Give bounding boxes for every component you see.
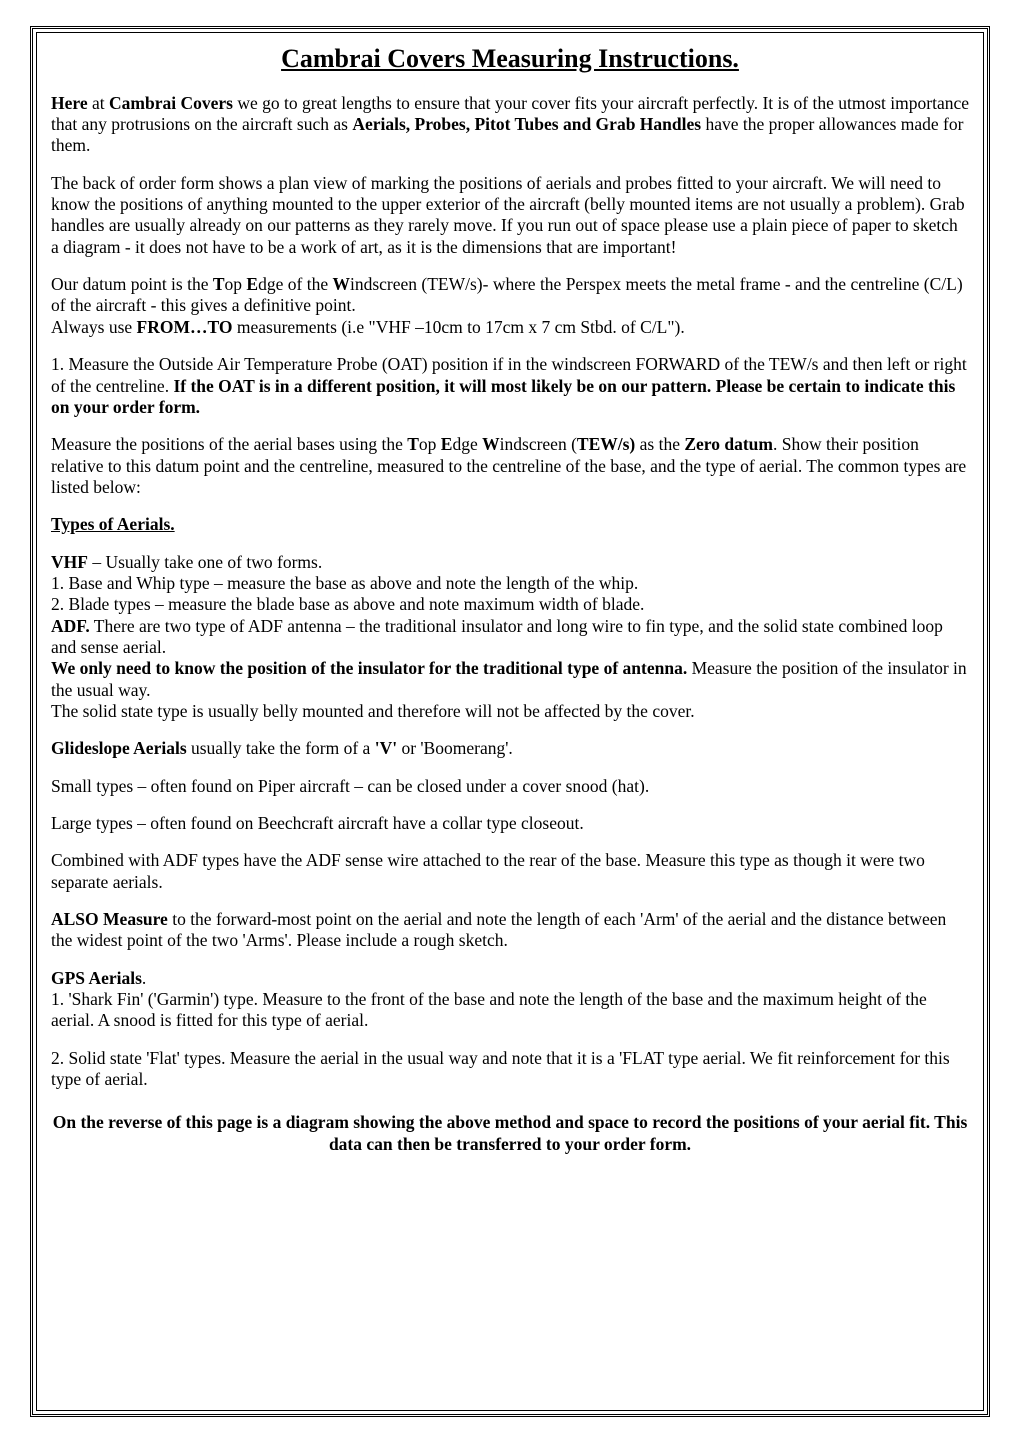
text: usually take the form of a [187,738,375,758]
text: indscreen ( [500,434,577,454]
paragraph: Measure the positions of the aerial base… [51,434,969,498]
text: op [225,274,247,294]
text: to the forward-most point on the aerial … [51,909,946,950]
text-bold: FROM…TO [137,317,233,337]
text-bold: Zero datum [684,434,773,454]
text-bold: W [332,274,350,294]
text-bold: If the OAT is in a different position, i… [51,376,955,417]
text: There are two type of ADF antenna – the … [51,616,943,657]
text-bold: E [441,434,453,454]
list-item: 2. Solid state 'Flat' types. Measure the… [51,1048,969,1091]
text: or 'Boomerang'. [397,738,513,758]
text-bold: W [482,434,500,454]
document-title: Cambrai Covers Measuring Instructions. [51,43,969,75]
text: – Usually take one of two forms. [88,552,322,572]
text: dge of the [258,274,332,294]
paragraph: The back of order form shows a plan view… [51,173,969,258]
text: dge [452,434,482,454]
document-body: Cambrai Covers Measuring Instructions. H… [36,32,984,1411]
also-measure-line: ALSO Measure to the forward-most point o… [51,909,969,952]
text-bold: TEW/s) [577,434,635,454]
text-bold: Cambrai Covers [109,93,233,113]
text: as the [635,434,684,454]
text: Always use [51,317,137,337]
text-bold: Aerials, Probes, Pitot Tubes and Grab Ha… [352,114,701,134]
paragraph: 1. Measure the Outside Air Temperature P… [51,354,969,418]
text: measurements (i.e "VHF –10cm to 17cm x 7… [232,317,684,337]
text-bold: E [246,274,258,294]
section-heading-types: Types of Aerials. [51,514,969,535]
text: at [88,93,109,113]
text: The solid state type is usually belly mo… [51,701,695,721]
text-bold: T [213,274,225,294]
text-bold: ADF. [51,616,90,636]
glideslope-line: Glideslope Aerials usually take the form… [51,738,969,759]
vhf-line: VHF – Usually take one of two forms. [51,552,969,573]
text-bold: Glideslope Aerials [51,738,187,758]
list-item: 1. 'Shark Fin' ('Garmin') type. Measure … [51,989,969,1032]
paragraph: Large types – often found on Beechcraft … [51,813,969,834]
outer-border: Cambrai Covers Measuring Instructions. H… [30,26,990,1417]
final-note: On the reverse of this page is a diagram… [51,1112,969,1155]
text: Our datum point is the [51,274,213,294]
text: op [419,434,441,454]
gps-heading-line: GPS Aerials. [51,968,969,989]
list-item: 1. Base and Whip type – measure the base… [51,573,969,594]
list-item: 2. Blade types – measure the blade base … [51,594,969,615]
text-bold: 'V' [375,738,397,758]
text: Measure the positions of the aerial base… [51,434,407,454]
text-bold: T [407,434,419,454]
text-bold: GPS Aerials [51,968,142,988]
paragraph: Small types – often found on Piper aircr… [51,776,969,797]
text: . [142,968,146,988]
page: Cambrai Covers Measuring Instructions. H… [0,0,1020,1443]
adf-block: ADF. There are two type of ADF antenna –… [51,616,969,723]
text-bold: ALSO Measure [51,909,168,929]
text-bold: Here [51,93,88,113]
paragraph: Our datum point is the Top Edge of the W… [51,274,969,338]
paragraph: Combined with ADF types have the ADF sen… [51,850,969,893]
intro-paragraph: Here at Cambrai Covers we go to great le… [51,93,969,157]
text-bold: VHF [51,552,88,572]
text-bold: We only need to know the position of the… [51,658,687,678]
